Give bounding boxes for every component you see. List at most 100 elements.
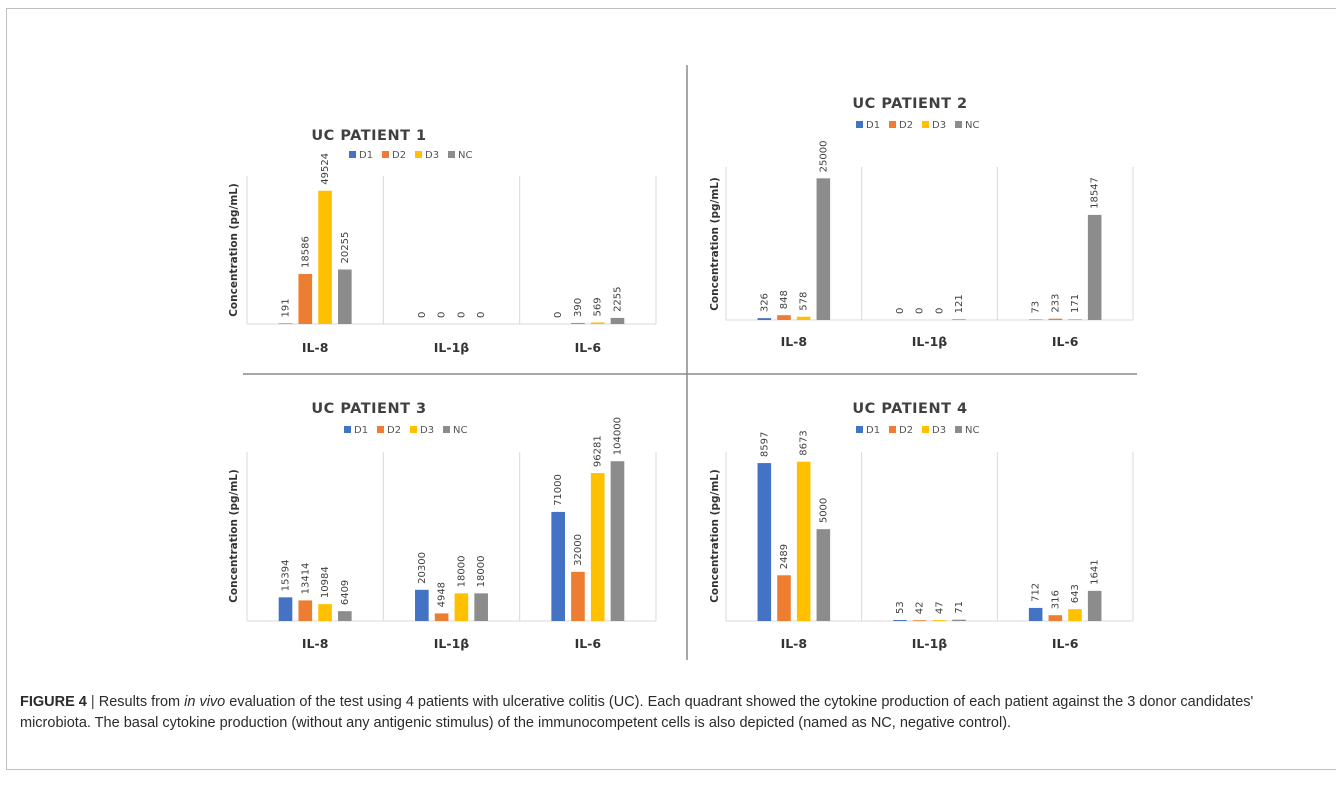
data-label: 390 (573, 298, 584, 317)
bar-d1-il1 (893, 620, 907, 621)
data-label: 15394 (281, 560, 292, 592)
chart-panel-4: UC PATIENT 4 D1 D2 D3 NC Concentration (pg/mL… (709, 401, 1134, 651)
bar-nc-il8 (816, 178, 831, 320)
data-label: 8673 (799, 430, 810, 455)
bar-d2-il6 (571, 571, 585, 621)
bar-d2-il6 (1048, 318, 1063, 320)
legend-swatch-d3 (922, 121, 929, 128)
bar-d3-il6 (1068, 609, 1082, 621)
data-label: 848 (779, 290, 790, 309)
bar-d1-il8 (757, 318, 772, 320)
group-label: IL-8 (781, 334, 808, 349)
legend-label-d2: D2 (387, 425, 401, 436)
legend-swatch-d1 (349, 151, 356, 158)
data-label: 13414 (300, 563, 311, 595)
bar-nc-il8 (816, 529, 831, 621)
data-label: 18547 (1090, 177, 1101, 209)
data-label: 18000 (456, 556, 467, 588)
data-label: 32000 (573, 534, 584, 566)
legend-swatch-d1 (344, 426, 351, 433)
group-label: IL-1β (912, 636, 948, 651)
legend-label-d1: D1 (866, 120, 880, 131)
legend-label-nc: NC (965, 425, 979, 436)
bar-nc-il6 (1087, 214, 1102, 320)
legend-swatch-d1 (856, 121, 863, 128)
data-label: 316 (1050, 590, 1061, 609)
bar-d2-il1 (912, 620, 927, 621)
data-label: 326 (759, 293, 770, 312)
group-label: IL-6 (575, 340, 602, 355)
data-label: 191 (281, 298, 292, 317)
bar-d1-il8 (757, 463, 772, 621)
legend-swatch-nc (443, 426, 450, 433)
bar-d3-il6 (590, 473, 605, 621)
group-label: IL-8 (302, 636, 329, 651)
bar-nc-il8 (338, 611, 352, 621)
chart-title: UC PATIENT 1 (311, 128, 426, 144)
legend-swatch-d2 (889, 426, 896, 433)
data-label: 20255 (340, 232, 351, 264)
data-label: 569 (593, 297, 604, 316)
data-label: 578 (799, 292, 810, 311)
caption-label: FIGURE 4 (20, 694, 87, 710)
data-label: 0 (417, 312, 428, 318)
data-label: 0 (553, 312, 564, 318)
bar-d2-il8 (777, 315, 791, 320)
legend-label-nc: NC (458, 150, 472, 161)
legend-label-d2: D2 (899, 120, 913, 131)
bar-nc-il6 (610, 317, 625, 324)
y-axis-label: Concentration (pg/mL) (228, 183, 240, 317)
bar-nc-il1 (952, 319, 966, 320)
bar-d3-il8 (796, 461, 811, 621)
bar-d3-il8 (318, 190, 332, 324)
caption-italic: in vivo (184, 694, 226, 710)
data-label: 712 (1031, 583, 1042, 602)
legend-label-d2: D2 (392, 150, 406, 161)
bar-d1-il8 (278, 597, 293, 621)
data-label: 1641 (1090, 559, 1101, 584)
bar-d1-il8 (278, 323, 293, 324)
data-label: 0 (437, 312, 448, 318)
bar-d2-il8 (298, 600, 313, 621)
data-label: 104000 (612, 417, 623, 455)
figure-canvas: UC PATIENT 1 D1 D2 D3 NC Concentration (pg/mL… (228, 65, 1137, 660)
bar-nc-il8 (338, 269, 352, 324)
bar-nc-il6 (610, 461, 625, 621)
data-label: 5000 (818, 498, 829, 523)
chart-panel-2: UC PATIENT 2 D1 D2 D3 NC Concentration (pg/mL… (709, 96, 1134, 349)
caption-text-2: evaluation of the test using 4 patients … (20, 694, 1254, 731)
bar-d1-il6 (551, 511, 565, 621)
caption-separator: | (90, 694, 95, 710)
bar-d3-il8 (796, 316, 811, 320)
chart-panel-1: UC PATIENT 1 D1 D2 D3 NC Concentration (pg/mL… (228, 128, 657, 355)
bar-d3-il1 (932, 620, 947, 621)
legend-label-d1: D1 (866, 425, 880, 436)
data-label: 20300 (417, 552, 428, 584)
y-axis-label: Concentration (pg/mL) (228, 469, 240, 603)
data-label: 18586 (300, 236, 311, 268)
bar-nc-il1 (952, 619, 966, 621)
legend-swatch-d3 (410, 426, 417, 433)
y-axis-label: Concentration (pg/mL) (709, 177, 721, 311)
bar-d2-il1 (434, 613, 449, 621)
legend-swatch-d2 (382, 151, 389, 158)
legend-label-d3: D3 (932, 120, 946, 131)
data-label: 73 (1031, 301, 1042, 314)
bar-d3-il6 (590, 322, 605, 324)
bar-nc-il1 (474, 593, 488, 621)
data-label: 233 (1050, 294, 1061, 313)
group-label: IL-8 (781, 636, 808, 651)
chart-panel-3: UC PATIENT 3 D1 D2 D3 NC Concentration (pg/mL… (228, 401, 657, 651)
data-label: 0 (915, 308, 926, 314)
legend-swatch-d1 (856, 426, 863, 433)
data-label: 25000 (818, 141, 829, 173)
chart-title: UC PATIENT 4 (852, 401, 967, 417)
bar-d3-il8 (318, 604, 332, 621)
chart-title: UC PATIENT 2 (852, 96, 967, 112)
bar-d1-il1 (415, 589, 429, 621)
data-label: 2255 (612, 286, 623, 311)
data-label: 53 (895, 601, 906, 614)
caption-text-1: Results from (98, 694, 181, 710)
legend-label-nc: NC (453, 425, 467, 436)
legend-label-d1: D1 (359, 150, 373, 161)
